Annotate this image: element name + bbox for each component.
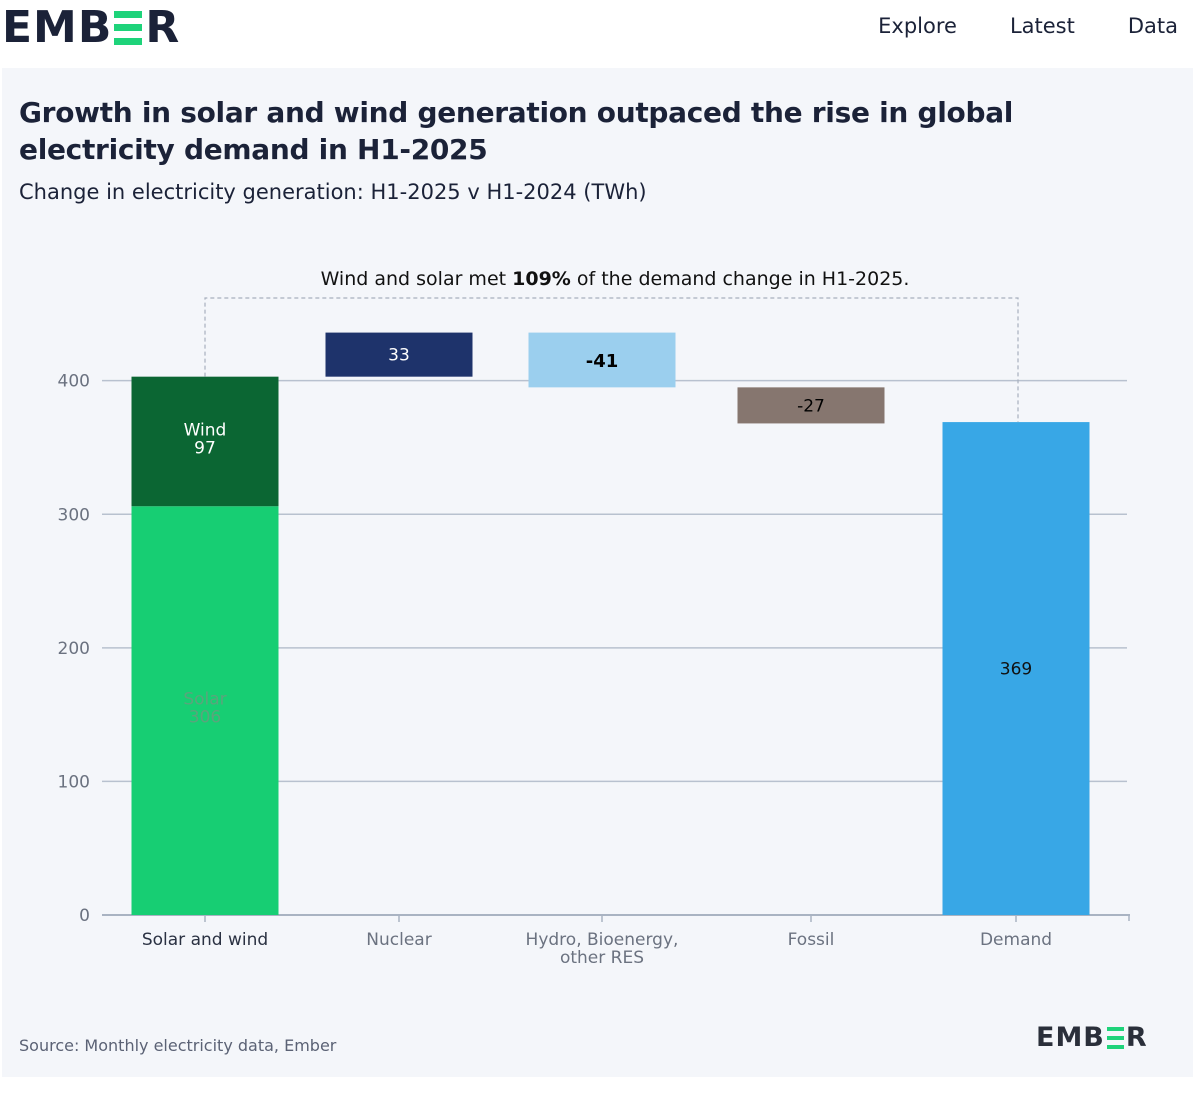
- footer-logo-text-end: R: [1125, 1022, 1148, 1053]
- bar-hydro-bioenergy: [528, 332, 676, 388]
- annotation-bracket: [204, 297, 1019, 423]
- chart-title: Growth in solar and wind generation outp…: [19, 96, 1014, 166]
- bar-label-demand: 369: [1000, 660, 1032, 680]
- top-navigation-bar: EMB R Explore Latest Data: [0, 0, 1200, 68]
- x-axis: Solar and wind Nuclear Hydro, Bioenergy, ot…: [102, 914, 1130, 968]
- bar-label-solar: Solar 306: [183, 690, 226, 728]
- main-nav: Explore Latest Data: [878, 12, 1178, 40]
- annotation-group: Wind and solar met 109% of the demand ch…: [204, 268, 1019, 423]
- chart-subtitle: Change in electricity generation: H1-202…: [19, 180, 647, 204]
- x-category-label: Hydro, Bioenergy, other RES: [526, 930, 679, 968]
- waterfall-chart: 0 100 200 300 400 Solar and wind Nuclear Hydro…: [58, 268, 1130, 968]
- logo-text-end: R: [145, 2, 181, 53]
- bar-labels: Wind 97 Solar 306 33 -41 -27 369: [183, 346, 1032, 728]
- chart-panel: Growth in solar and wind generation outp…: [2, 68, 1193, 1077]
- x-category-label: Solar and wind: [142, 930, 268, 950]
- bar-label-wind: Wind 97: [184, 420, 227, 458]
- x-category-label: Fossil: [788, 930, 835, 950]
- bar-solar: [131, 506, 279, 915]
- y-tick-label-400: 400: [58, 372, 90, 392]
- x-category-label: Nuclear: [366, 930, 431, 950]
- bar-label-fossil: -27: [797, 396, 825, 416]
- bar-label-hydro-bioenergy: -41: [586, 351, 619, 372]
- bar-demand: [942, 422, 1090, 915]
- y-tick-label-100: 100: [58, 772, 90, 792]
- nav-data-link[interactable]: Data: [1127, 14, 1178, 38]
- y-tick-label-0: 0: [79, 906, 90, 926]
- logo-text-start: EMB: [2, 2, 113, 53]
- ember-footer-logo: EMB R: [1036, 1022, 1148, 1053]
- bar-wind: [131, 376, 279, 507]
- bar-label-nuclear: 33: [388, 346, 410, 366]
- nav-explore-link[interactable]: Explore: [878, 14, 957, 38]
- bar-nuclear: [325, 332, 473, 377]
- logo-e-glyph: [114, 11, 143, 45]
- annotation-text: Wind and solar met 109% of the demand ch…: [321, 268, 910, 290]
- ember-logo[interactable]: EMB R: [2, 4, 180, 52]
- bar-fossil: [737, 387, 885, 424]
- footer-logo-e-glyph: [1106, 1026, 1124, 1049]
- source-note: Source: Monthly electricity data, Ember: [19, 1036, 337, 1055]
- y-tick-label-200: 200: [58, 639, 90, 659]
- footer-logo-text-start: EMB: [1036, 1022, 1105, 1053]
- y-axis: 0 100 200 300 400: [58, 372, 90, 926]
- nav-latest-link[interactable]: Latest: [1009, 14, 1075, 38]
- y-tick-label-300: 300: [58, 505, 90, 525]
- x-category-label: Demand: [980, 930, 1052, 950]
- bars: [131, 332, 1090, 915]
